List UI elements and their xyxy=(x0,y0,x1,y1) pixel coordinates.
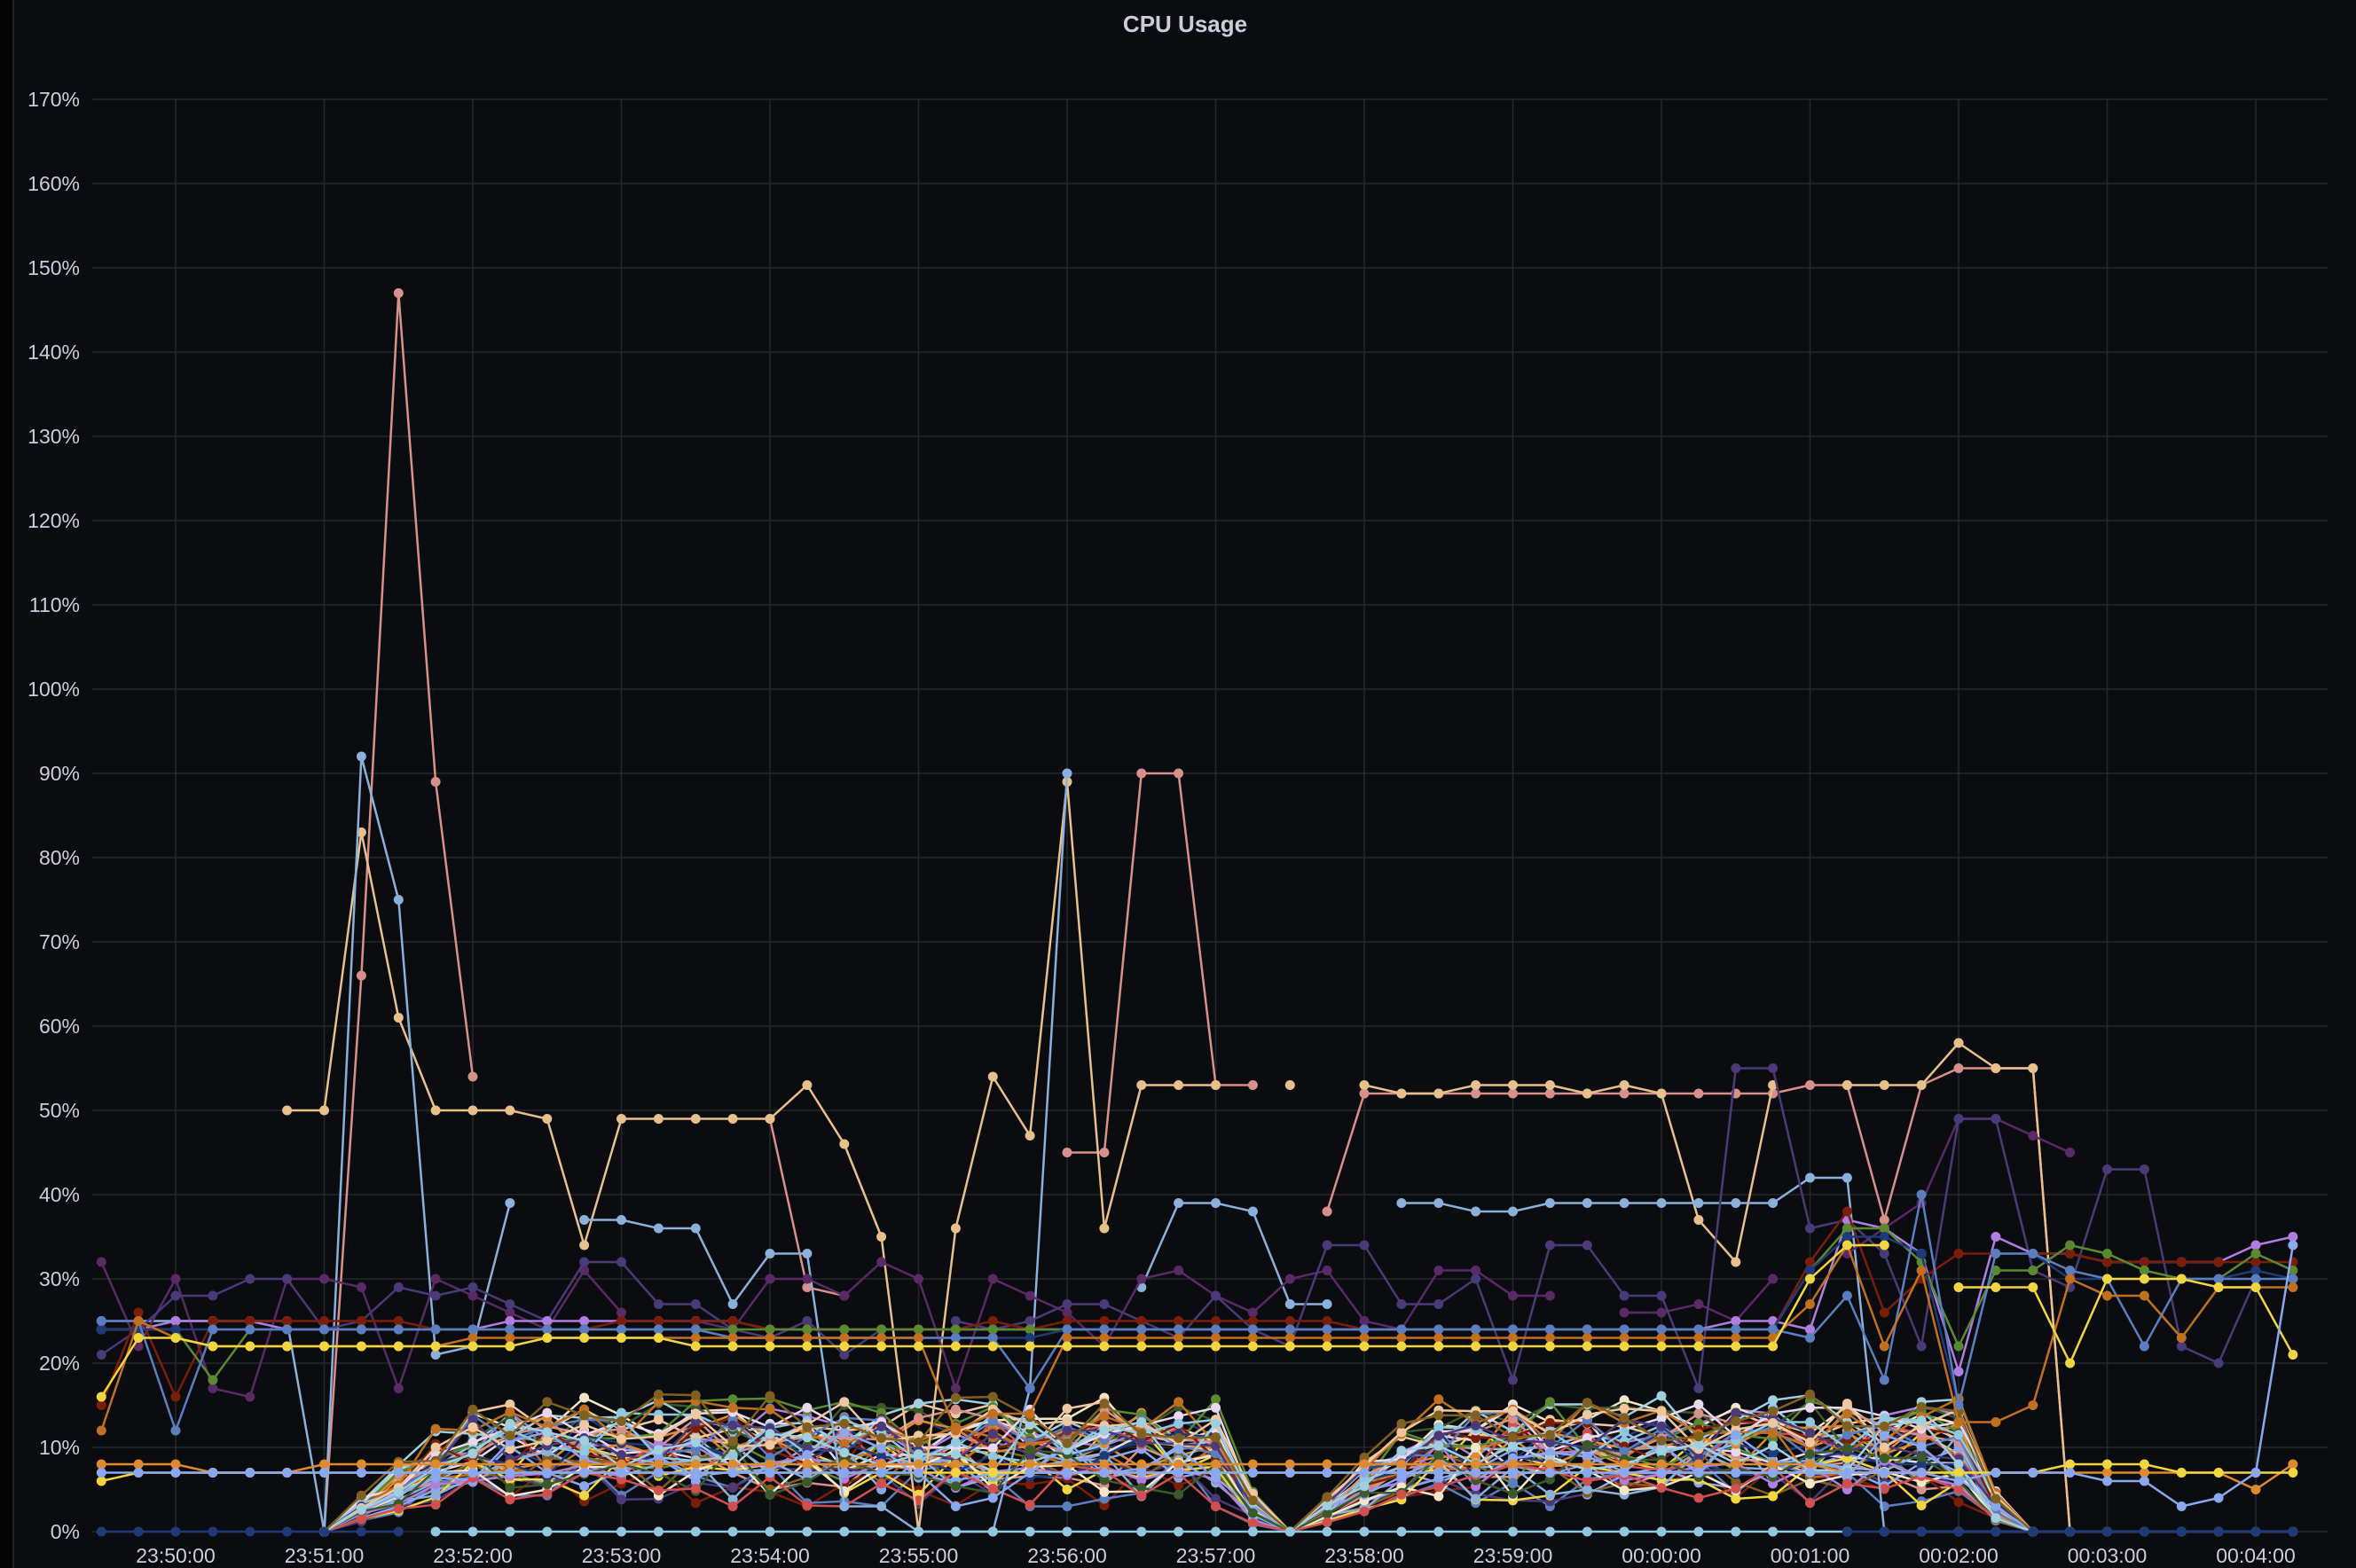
x-axis-tick-label: 23:59:00 xyxy=(1473,1544,1553,1567)
y-axis-tick-label: 140% xyxy=(27,341,80,364)
x-axis-tick-label: 23:57:00 xyxy=(1176,1544,1256,1567)
y-axis-tick-label: 0% xyxy=(51,1520,80,1543)
y-axis-tick-label: 80% xyxy=(39,846,80,869)
series-baseline-lightblue[interactable] xyxy=(430,1526,1852,1537)
cpu-usage-line-chart[interactable]: 0% 10% 20% 30% 40% 50% 60% 70% 80% 90% 100% 110% 120… xyxy=(14,0,2356,1568)
y-axis-tick-label: 50% xyxy=(39,1099,80,1122)
chart-panel: CPU Usage 0% 10% 20% 30% 40% 50% 60% 70% 80% 90% 1… xyxy=(14,0,2356,1568)
series-lightblue[interactable] xyxy=(96,751,2298,1537)
y-axis-tick-label: 150% xyxy=(27,256,80,279)
y-axis-tick-label: 110% xyxy=(29,593,80,616)
x-axis-tick-label: 23:58:00 xyxy=(1324,1544,1404,1567)
y-axis-tick-label: 20% xyxy=(39,1352,80,1375)
y-axis-tick-label: 40% xyxy=(39,1183,80,1206)
x-axis-tick-label: 00:03:00 xyxy=(2068,1544,2148,1567)
x-axis-tick-label: 00:02:00 xyxy=(1919,1544,1999,1567)
series-low-blue[interactable] xyxy=(96,1240,2298,1512)
y-axis-tick-label: 30% xyxy=(39,1267,80,1290)
x-axis-tick-label: 23:56:00 xyxy=(1027,1544,1107,1567)
x-axis-tick-label: 23:51:00 xyxy=(285,1544,365,1567)
x-axis-tick-label: 23:50:00 xyxy=(136,1544,216,1567)
x-axis-tick-label: 00:00:00 xyxy=(1622,1544,1701,1567)
series-peach[interactable] xyxy=(282,777,2076,1537)
series-steelblue[interactable] xyxy=(96,1189,2298,1436)
series-baseline-navy[interactable] xyxy=(96,1526,2298,1537)
y-axis-tick-label: 60% xyxy=(39,1015,80,1038)
grid xyxy=(92,98,2328,1537)
x-axis-tick-label: 23:53:00 xyxy=(582,1544,662,1567)
panel-title[interactable]: CPU Usage xyxy=(1122,11,1248,37)
series-salmon[interactable] xyxy=(319,288,2076,1537)
x-axis-tick-label: 23:54:00 xyxy=(730,1544,810,1567)
y-axis-tick-label: 120% xyxy=(27,509,80,532)
y-axis-tick-label: 100% xyxy=(27,678,80,701)
y-axis-tick-label: 70% xyxy=(39,930,80,953)
y-axis-tick-label: 90% xyxy=(39,762,80,785)
series-purple-dark[interactable] xyxy=(96,1114,2076,1402)
x-axis-tick-label: 00:04:00 xyxy=(2216,1544,2296,1567)
series-yellow[interactable] xyxy=(96,1240,2298,1402)
x-axis-tick-label: 23:52:00 xyxy=(433,1544,513,1567)
y-axis-tick-label: 160% xyxy=(27,172,80,195)
y-axis-tick-label: 130% xyxy=(27,425,80,448)
left-edge-strip xyxy=(0,0,14,1568)
y-axis-tick-label: 10% xyxy=(39,1436,80,1459)
y-axis-tick-label: 170% xyxy=(27,88,80,111)
x-axis-tick-label: 00:01:00 xyxy=(1771,1544,1850,1567)
data-point xyxy=(1284,1080,1295,1090)
x-axis-tick-label: 23:55:00 xyxy=(879,1544,959,1567)
